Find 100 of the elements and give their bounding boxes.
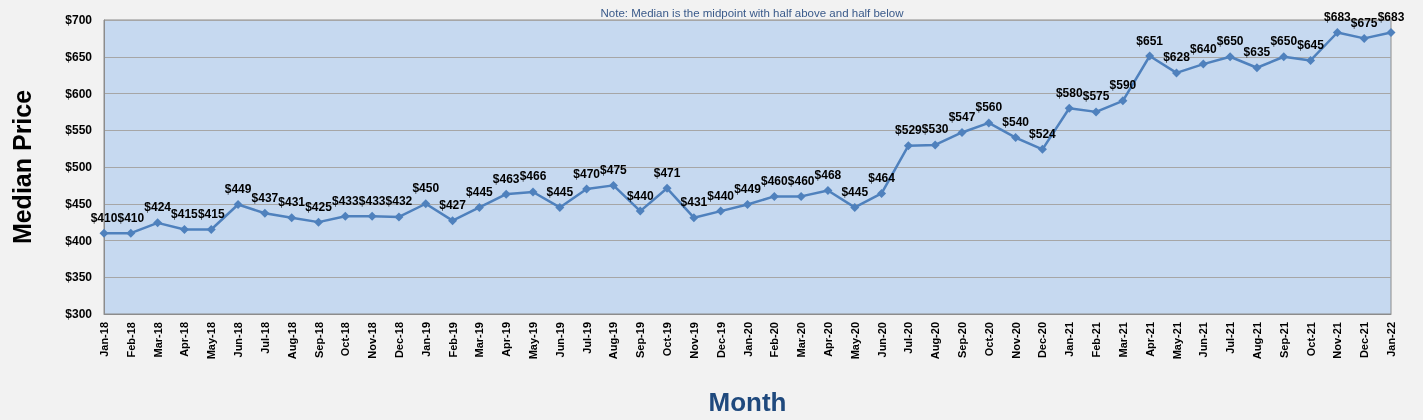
data-label: $410 <box>90 210 118 225</box>
point <box>1145 51 1155 61</box>
x-tick-label: Mar-19 <box>473 322 486 358</box>
point <box>474 202 484 212</box>
data-label: $464 <box>868 170 896 185</box>
y-tick-label: $500 <box>65 160 93 174</box>
y-tick-label: $350 <box>65 270 93 285</box>
x-tick-label: Jun-20 <box>875 322 888 358</box>
data-label: $650 <box>1216 34 1244 49</box>
data-label: $460 <box>787 173 815 188</box>
point <box>1252 63 1262 73</box>
point <box>1118 96 1128 106</box>
point <box>206 224 216 234</box>
data-label: $466 <box>519 169 547 184</box>
x-tick-label: Feb-20 <box>768 322 781 358</box>
point <box>528 187 538 197</box>
x-tick-label: Nov-20 <box>1009 322 1022 359</box>
data-label: $433 <box>331 193 359 208</box>
data-label: $427 <box>439 198 467 213</box>
point <box>99 228 109 238</box>
point <box>877 188 887 198</box>
point <box>260 208 270 218</box>
x-axis-title: Month <box>708 387 787 417</box>
data-label: $449 <box>224 181 252 196</box>
point <box>635 206 645 216</box>
point <box>287 213 297 223</box>
x-tick-label: Feb-21 <box>1090 322 1103 358</box>
point <box>555 202 565 212</box>
data-label: $475 <box>600 162 628 177</box>
data-label: $437 <box>251 190 279 205</box>
point <box>367 211 377 221</box>
data-label: $529 <box>895 123 923 138</box>
point <box>394 212 404 222</box>
y-tick-label: $450 <box>65 196 93 211</box>
data-label: $590 <box>1109 78 1137 93</box>
x-tick-label: Jun-21 <box>1197 322 1210 358</box>
data-label: $424 <box>144 200 172 215</box>
x-tick-label: May-21 <box>1170 322 1183 360</box>
x-tick-label: Jun-19 <box>553 322 566 358</box>
x-tick-label: Jul-20 <box>902 322 915 354</box>
x-tick-label: Jan-18 <box>98 322 110 357</box>
point <box>743 199 752 209</box>
point <box>1359 33 1369 43</box>
data-label: $460 <box>760 173 788 188</box>
x-tick-label: Apr-21 <box>1143 322 1156 357</box>
x-tick-label: Jul-21 <box>1224 322 1237 354</box>
point <box>608 180 618 190</box>
x-tick-label: Sep-21 <box>1277 322 1290 359</box>
point <box>1037 144 1047 154</box>
x-tick-label: Sep-19 <box>634 322 647 359</box>
data-label: $470 <box>573 166 601 181</box>
point <box>314 217 323 227</box>
y-tick-label: $650 <box>65 49 93 64</box>
point <box>1064 103 1074 113</box>
data-label: $440 <box>707 188 735 203</box>
x-tick-label: Nov-19 <box>687 322 700 359</box>
data-label: $530 <box>921 122 949 137</box>
point <box>716 206 726 216</box>
data-label: $524 <box>1029 126 1057 141</box>
point <box>930 140 940 150</box>
point <box>1279 52 1289 62</box>
point <box>823 186 833 196</box>
data-label: $540 <box>1002 115 1030 130</box>
x-tick-label: Mar-20 <box>795 322 808 358</box>
x-tick-label: Dec-19 <box>714 322 727 359</box>
point <box>153 218 163 228</box>
data-label: $580 <box>1055 85 1083 100</box>
point <box>850 202 860 212</box>
y-tick-label: $550 <box>65 123 93 138</box>
point <box>126 228 136 238</box>
x-tick-label: Oct-19 <box>661 322 674 357</box>
x-tick-label: Aug-20 <box>929 322 942 360</box>
data-label: $433 <box>358 193 386 208</box>
point <box>582 184 592 194</box>
data-label: $410 <box>117 210 145 225</box>
point <box>1091 107 1101 117</box>
data-label: $431 <box>278 195 306 210</box>
data-label: $440 <box>626 188 654 203</box>
x-tick-label: Dec-20 <box>1036 322 1049 359</box>
point <box>903 141 913 151</box>
data-label: $640 <box>1189 41 1217 56</box>
y-tick-label: $400 <box>65 233 93 248</box>
x-tick-label: Apr-19 <box>500 322 513 357</box>
y-axis-title: Median Price <box>7 89 36 245</box>
x-tick-label: Jul-19 <box>580 322 593 354</box>
data-label: $463 <box>492 171 520 186</box>
data-label: $575 <box>1082 89 1110 104</box>
x-tick-label: Dec-21 <box>1358 322 1371 359</box>
point <box>448 216 458 226</box>
data-label: $445 <box>466 184 494 199</box>
x-tick-label: Mar-21 <box>1116 322 1129 358</box>
point <box>1172 68 1181 78</box>
x-tick-label: Jan-19 <box>419 322 432 357</box>
point <box>689 213 699 223</box>
point <box>421 199 431 209</box>
x-tick-label: Apr-20 <box>821 322 834 357</box>
data-label: $415 <box>171 206 199 221</box>
x-tick-label: Mar-18 <box>151 322 164 358</box>
data-label: $683 <box>1377 10 1405 24</box>
point <box>957 127 967 137</box>
